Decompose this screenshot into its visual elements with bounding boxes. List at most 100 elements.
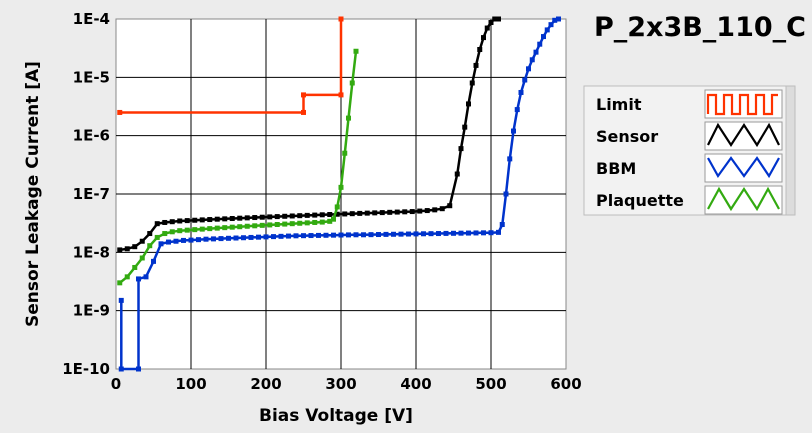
data-point-bbm: [248, 234, 254, 240]
data-point-plaquette: [338, 184, 344, 190]
data-point-bbm: [218, 236, 224, 242]
data-point-sensor: [139, 238, 145, 244]
data-point-bbm: [263, 234, 269, 240]
data-point-plaquette: [237, 224, 243, 230]
data-point-sensor: [267, 214, 273, 220]
data-point-bbm: [503, 191, 509, 197]
data-point-sensor: [349, 211, 355, 217]
legend-line-limit: [706, 93, 778, 116]
axis-tick-labels: 0 100 200 300 400 500 600 1E-10 1E-9 1E-8 1E-7 1E-6…: [62, 10, 581, 393]
data-point-bbm: [136, 366, 141, 372]
x-tick-label: 100: [175, 375, 206, 393]
data-point-sensor: [297, 213, 303, 219]
data-point-bbm: [383, 231, 389, 237]
y-tick-label: 1E-7: [73, 185, 110, 203]
legend-label-sensor: Sensor: [596, 127, 658, 146]
data-point-sensor: [252, 215, 258, 221]
legend-label-plaquette: Plaquette: [596, 191, 684, 210]
data-point-sensor: [282, 213, 288, 219]
data-point-bbm: [233, 235, 239, 241]
data-point-bbm: [331, 232, 336, 238]
data-point-limit: [338, 16, 344, 22]
data-point-sensor: [488, 20, 494, 26]
legend: Limit Sensor BBM Plaquette: [583, 85, 796, 216]
data-point-bbm: [323, 232, 329, 238]
data-point-sensor: [289, 213, 295, 219]
data-point-sensor: [462, 124, 468, 130]
data-point-plaquette: [346, 115, 351, 121]
x-tick-label: 200: [250, 375, 281, 393]
data-point-plaquette: [259, 222, 265, 228]
data-point-sensor: [244, 215, 250, 221]
data-point-bbm: [526, 66, 531, 72]
y-tick-label: 1E-8: [73, 243, 110, 261]
data-point-bbm: [421, 231, 426, 237]
data-point-bbm: [136, 276, 141, 282]
legend-scrollbar[interactable]: [785, 85, 796, 216]
data-point-plaquette: [274, 222, 280, 228]
data-point-plaquette: [267, 222, 273, 228]
y-tick-label: 1E-5: [73, 68, 110, 86]
data-point-bbm: [458, 230, 464, 236]
data-point-bbm: [316, 232, 321, 238]
x-tick-label: 0: [111, 375, 121, 393]
data-point-plaquette: [162, 231, 168, 237]
data-point-sensor: [222, 216, 228, 222]
data-point-sensor: [319, 212, 325, 218]
data-point-bbm: [173, 238, 179, 244]
data-point-bbm: [488, 230, 494, 236]
y-tick-label: 1E-4: [73, 10, 110, 28]
data-point-bbm: [278, 233, 284, 239]
data-point-bbm: [541, 34, 546, 40]
data-point-bbm: [118, 297, 124, 303]
data-point-sensor: [132, 244, 138, 250]
x-tick-label: 500: [475, 375, 506, 393]
data-point-sensor: [417, 208, 423, 214]
data-point-bbm: [443, 230, 449, 236]
data-point-sensor: [199, 217, 205, 223]
data-point-plaquette: [252, 223, 258, 229]
data-point-bbm: [413, 231, 419, 237]
data-point-bbm: [548, 22, 554, 28]
y-tick-label: 1E-6: [73, 127, 110, 145]
data-point-limit: [117, 109, 123, 115]
data-point-bbm: [338, 232, 344, 238]
legend-label-bbm: BBM: [596, 159, 636, 178]
data-point-plaquette: [304, 220, 310, 226]
y-tick-label: 1E-10: [62, 360, 110, 378]
data-point-plaquette: [222, 225, 228, 231]
data-point-limit: [338, 92, 344, 98]
data-point-bbm: [499, 222, 505, 228]
data-point-plaquette: [331, 216, 336, 222]
data-point-sensor: [154, 221, 160, 227]
x-tick-label: 400: [400, 375, 431, 393]
data-point-bbm: [203, 236, 209, 242]
data-point-plaquette: [169, 229, 175, 235]
data-point-plaquette: [349, 80, 355, 86]
data-point-plaquette: [342, 150, 348, 156]
data-point-bbm: [511, 128, 516, 134]
data-point-sensor: [496, 16, 501, 22]
data-point-bbm: [211, 236, 216, 242]
chart-title: P_2x3B_110_C: [594, 12, 806, 43]
data-point-bbm: [466, 230, 471, 236]
data-point-bbm: [188, 237, 194, 243]
data-point-bbm: [118, 366, 124, 372]
legend-label-limit: Limit: [596, 95, 642, 114]
data-point-bbm: [166, 239, 171, 245]
data-point-sensor: [447, 203, 453, 209]
data-point-plaquette: [192, 227, 198, 233]
data-point-bbm: [398, 231, 404, 237]
data-point-plaquette: [319, 219, 325, 225]
data-point-sensor: [207, 217, 213, 223]
data-point-bbm: [473, 230, 479, 236]
data-point-bbm: [256, 234, 261, 240]
series-sensor: [117, 16, 501, 253]
data-point-bbm: [181, 237, 186, 243]
data-point-plaquette: [327, 218, 333, 224]
data-point-sensor: [372, 210, 378, 216]
data-point-bbm: [158, 241, 164, 247]
data-point-plaquette: [312, 219, 318, 225]
